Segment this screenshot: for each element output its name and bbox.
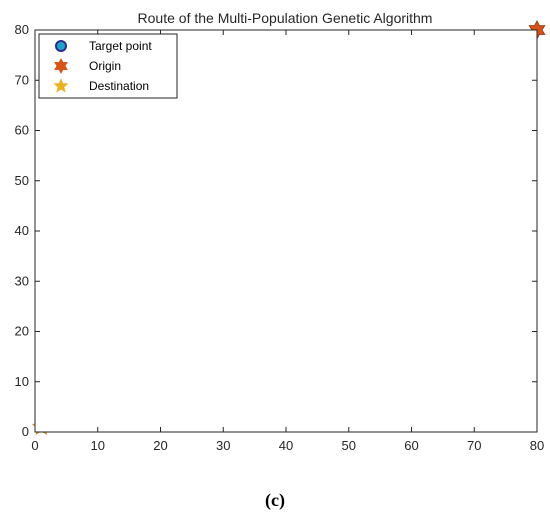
legend-origin-icon	[54, 58, 68, 74]
x-tick-label: 10	[91, 438, 105, 453]
y-tick-label: 10	[15, 374, 29, 389]
y-tick-label: 80	[15, 22, 29, 37]
x-tick-label: 60	[404, 438, 418, 453]
y-tick-label: 0	[22, 424, 29, 439]
legend-label: Origin	[89, 59, 121, 73]
x-tick-label: 80	[530, 438, 544, 453]
x-tick-label: 40	[279, 438, 293, 453]
legend-label: Destination	[89, 79, 149, 93]
x-tick-label: 70	[467, 438, 481, 453]
y-tick-label: 20	[15, 324, 29, 339]
figure-caption: (c)	[265, 490, 285, 510]
y-tick-label: 60	[15, 123, 29, 138]
y-tick-label: 70	[15, 72, 29, 87]
legend: Target point Origin Destination	[38, 33, 178, 99]
y-tick-label: 50	[15, 173, 29, 188]
legend-target-point-icon	[55, 40, 67, 52]
y-tick-label: 40	[15, 223, 29, 238]
legend-destination-icon	[53, 78, 69, 93]
x-tick-label: 20	[153, 438, 167, 453]
chart-title: Route of the Multi-Population Genetic Al…	[138, 10, 433, 26]
x-tick-label: 0	[31, 438, 38, 453]
y-tick-label: 30	[15, 273, 29, 288]
legend-label: Target point	[89, 39, 152, 53]
x-tick-label: 50	[342, 438, 356, 453]
x-tick-label: 30	[216, 438, 230, 453]
